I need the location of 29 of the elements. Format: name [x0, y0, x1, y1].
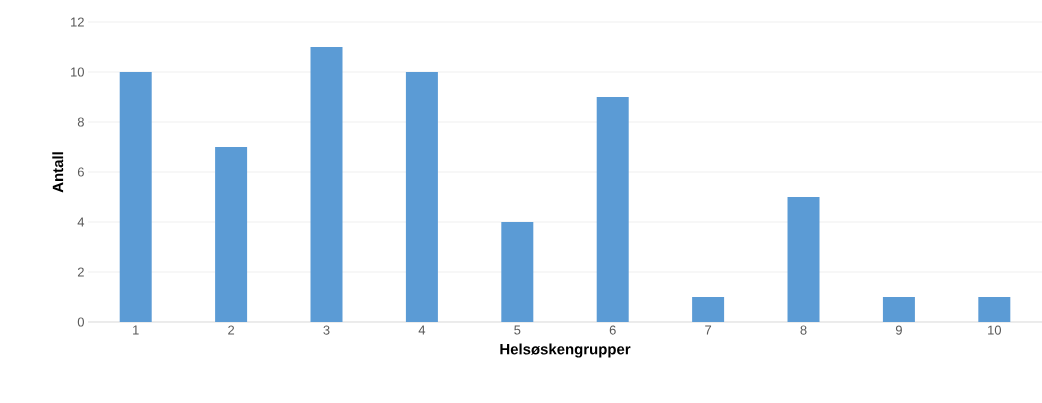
x-tick-label: 6 — [609, 325, 616, 335]
x-tick-label: 1 — [133, 325, 139, 335]
x-tick-label: 5 — [514, 325, 521, 335]
y-axis-title: Antall — [52, 152, 64, 193]
bar — [978, 297, 1011, 322]
x-tick-label: 7 — [705, 325, 712, 335]
bar — [405, 72, 438, 322]
bar — [596, 97, 629, 322]
y-tick-label: 0 — [77, 317, 84, 327]
bar — [501, 222, 534, 322]
y-tick-label: 8 — [77, 117, 84, 127]
y-tick-label: 4 — [77, 217, 85, 227]
x-tick-label: 9 — [895, 325, 902, 335]
bar — [882, 297, 915, 322]
x-axis-title: Helsøskengrupper — [500, 343, 631, 358]
x-tick-label: 3 — [323, 325, 330, 335]
x-tick-label: 4 — [418, 325, 426, 335]
y-tick-label: 10 — [71, 67, 84, 77]
x-tick-label: 8 — [800, 325, 807, 335]
x-tick-label: 2 — [228, 325, 235, 335]
bar — [787, 197, 820, 322]
x-tick-label: 10 — [988, 325, 1002, 335]
bar — [119, 72, 152, 322]
y-tick-label: 6 — [77, 167, 84, 177]
y-tick-label: 2 — [77, 267, 84, 277]
bar — [692, 297, 725, 322]
y-tick-label: 12 — [71, 17, 84, 27]
bar — [310, 47, 343, 322]
bar — [215, 147, 248, 322]
